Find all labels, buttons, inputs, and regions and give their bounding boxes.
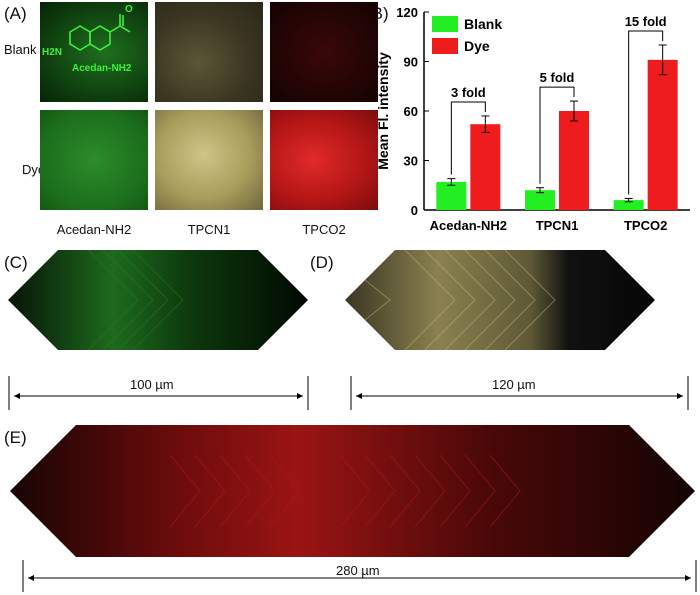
- scalebar-d-label: 120 µm: [492, 377, 536, 392]
- bar-dye-2: [647, 59, 678, 210]
- tile-blank-acedan: [40, 2, 148, 102]
- molecule-name-label: Acedan-NH2: [72, 63, 132, 74]
- bar-dye-0: [470, 124, 501, 210]
- y-tick-label: 0: [411, 203, 418, 218]
- scalebar-e: [22, 560, 697, 592]
- bar-blank-0: [436, 181, 467, 210]
- bar-dye-1: [559, 111, 589, 210]
- fold-annotation: 15 fold: [625, 14, 667, 29]
- scalebar-c: [8, 376, 309, 410]
- stitched-image-e: [10, 425, 695, 557]
- row-label-dye: Dye: [22, 162, 46, 177]
- scalebar-e-label: 280 µm: [336, 563, 380, 578]
- x-tick-label: TPCO2: [624, 218, 667, 233]
- col-label-acedan: Acedan-NH2: [56, 222, 132, 237]
- panel-label-a: (A): [4, 4, 27, 23]
- y-tick-label: 60: [404, 104, 418, 119]
- scalebar-d: [350, 376, 689, 410]
- legend-swatch-blank: [432, 16, 458, 32]
- col-label-tpco2: TPCO2: [302, 222, 346, 237]
- x-tick-label: Acedan-NH2: [430, 218, 507, 233]
- fold-annotation: 3 fold: [451, 85, 486, 100]
- legend-label-blank: Blank: [464, 16, 502, 32]
- bar-chart: 0 30 60 90 120 Mean Fl. intensity Acedan-NH2 TP…: [375, 5, 690, 233]
- fold-bracket: [450, 101, 486, 175]
- panel-label-c: (C): [4, 253, 28, 272]
- y-tick-label: 30: [404, 154, 418, 169]
- fold-annotation: 5 fold: [540, 70, 575, 85]
- x-tick-label: TPCN1: [536, 218, 579, 233]
- scalebar-c-label: 100 µm: [130, 377, 174, 392]
- row-label-blank: Blank: [4, 42, 37, 57]
- panel-label-e: (E): [4, 428, 27, 447]
- molecule-group-label: H2N: [42, 47, 63, 58]
- stitched-image-c: [8, 250, 308, 351]
- svg-text:O: O: [125, 4, 133, 15]
- bar-blank-1: [525, 190, 555, 210]
- fold-bracket: [628, 30, 664, 195]
- col-label-tpcn1: TPCN1: [187, 222, 231, 237]
- y-tick-label: 120: [396, 5, 418, 20]
- y-axis-label: Mean Fl. intensity: [375, 52, 391, 170]
- tile-dye-tpcn1: [155, 110, 263, 210]
- acedan-structure: O: [69, 4, 133, 51]
- panel-label-d: (D): [310, 253, 334, 272]
- legend-swatch-dye: [432, 38, 458, 54]
- bar-blank-2: [613, 200, 644, 210]
- tile-blank-tpcn1: [155, 2, 263, 102]
- tile-blank-tpco2: [270, 2, 378, 102]
- stitched-image-d: [345, 250, 655, 351]
- tile-dye-acedan: [40, 110, 148, 210]
- tile-dye-tpco2: [270, 110, 378, 210]
- fold-bracket: [539, 86, 575, 184]
- legend-label-dye: Dye: [464, 38, 490, 54]
- y-tick-label: 90: [404, 55, 418, 70]
